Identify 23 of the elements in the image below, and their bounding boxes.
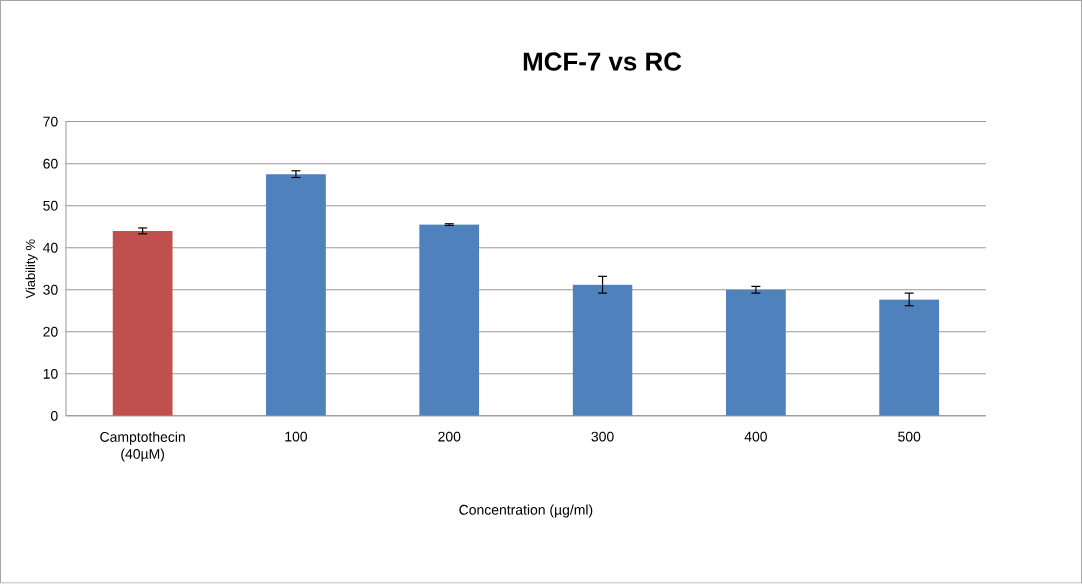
bar [725, 289, 786, 417]
y-axis-title: Viability % [25, 239, 38, 299]
bar [572, 284, 633, 417]
y-tick-label: 50 [43, 200, 58, 211]
x-tick-label: 100 [285, 431, 308, 442]
x-tick-label: Camptothecin (40µM) [100, 431, 185, 462]
x-tick-label: 500 [898, 431, 921, 442]
x-tick-label: 200 [438, 431, 461, 442]
x-tick-label: 400 [744, 431, 767, 442]
x-tick-label: 300 [591, 431, 614, 442]
y-tick-label: 0 [50, 411, 58, 422]
y-tick-label: 70 [43, 116, 58, 127]
y-tick-label: 60 [43, 158, 58, 169]
bar [419, 224, 480, 417]
y-tick-label: 40 [42, 243, 58, 253]
bar [879, 299, 940, 417]
y-tick-label: 20 [43, 327, 58, 337]
chart-title: MCF-7 vs RC [523, 52, 682, 71]
y-tick-label: 10 [43, 369, 58, 380]
y-tick-label: 30 [43, 285, 58, 295]
bar [266, 174, 326, 417]
x-axis-title: Concentration (µg/ml) [459, 504, 593, 518]
bar [112, 231, 173, 417]
